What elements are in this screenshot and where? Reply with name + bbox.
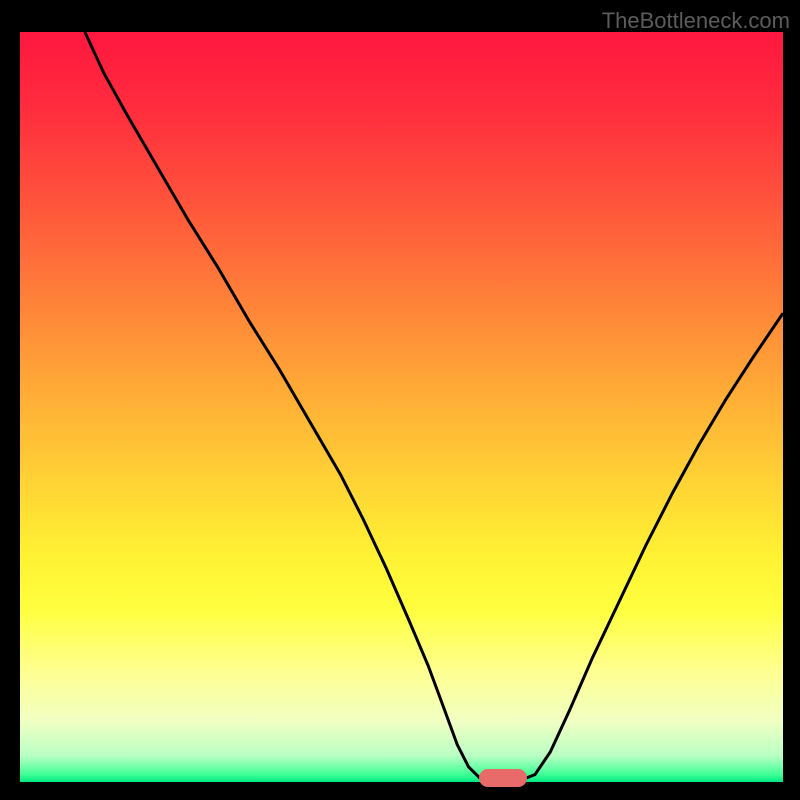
chart-container: TheBottleneck.com — [0, 0, 800, 800]
watermark-text: TheBottleneck.com — [602, 8, 790, 34]
gradient-background — [20, 32, 783, 782]
optimal-marker — [479, 769, 527, 787]
plot-area — [20, 32, 783, 782]
